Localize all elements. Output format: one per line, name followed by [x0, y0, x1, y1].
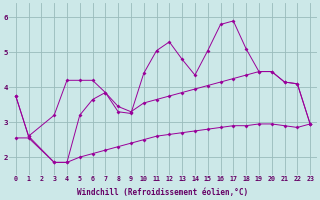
- X-axis label: Windchill (Refroidissement éolien,°C): Windchill (Refroidissement éolien,°C): [77, 188, 249, 197]
